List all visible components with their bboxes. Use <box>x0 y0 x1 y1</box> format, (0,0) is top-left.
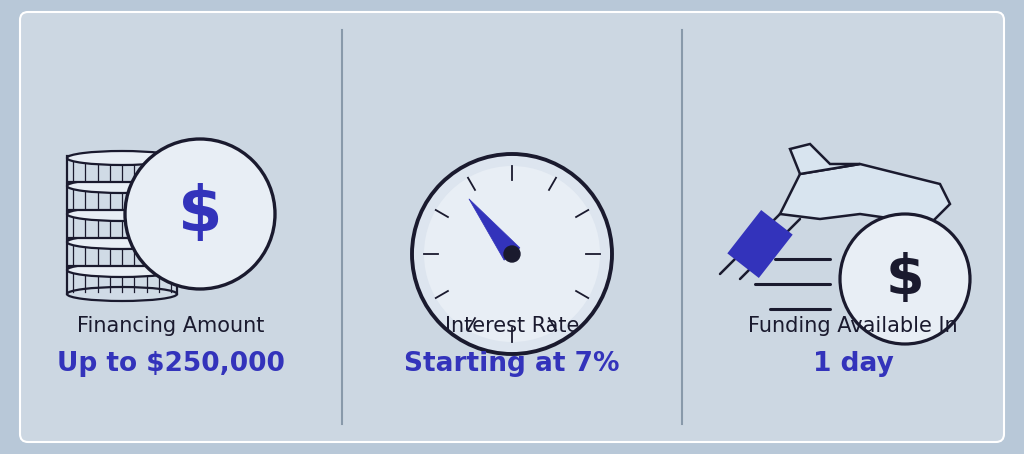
Ellipse shape <box>67 207 177 221</box>
Circle shape <box>412 154 612 354</box>
Polygon shape <box>790 144 860 174</box>
Text: Starting at 7%: Starting at 7% <box>404 351 620 377</box>
Text: Funding Available In: Funding Available In <box>749 316 957 336</box>
Circle shape <box>125 139 275 289</box>
Text: Up to $250,000: Up to $250,000 <box>57 351 285 377</box>
Ellipse shape <box>67 235 177 249</box>
Ellipse shape <box>67 263 177 277</box>
Polygon shape <box>469 199 520 260</box>
Text: Interest Rate: Interest Rate <box>444 316 580 336</box>
Ellipse shape <box>67 287 177 301</box>
FancyBboxPatch shape <box>20 12 1004 442</box>
FancyBboxPatch shape <box>67 240 177 266</box>
Text: $: $ <box>178 183 222 245</box>
Circle shape <box>840 214 970 344</box>
Circle shape <box>504 246 520 262</box>
Polygon shape <box>780 164 950 224</box>
FancyBboxPatch shape <box>67 212 177 238</box>
Ellipse shape <box>67 151 177 165</box>
FancyBboxPatch shape <box>67 156 177 182</box>
Circle shape <box>424 166 600 342</box>
FancyBboxPatch shape <box>67 268 177 294</box>
Ellipse shape <box>67 179 177 193</box>
Polygon shape <box>727 210 793 278</box>
Text: 1 day: 1 day <box>813 351 893 377</box>
Text: Financing Amount: Financing Amount <box>78 316 264 336</box>
Text: $: $ <box>886 252 925 306</box>
FancyBboxPatch shape <box>67 184 177 210</box>
